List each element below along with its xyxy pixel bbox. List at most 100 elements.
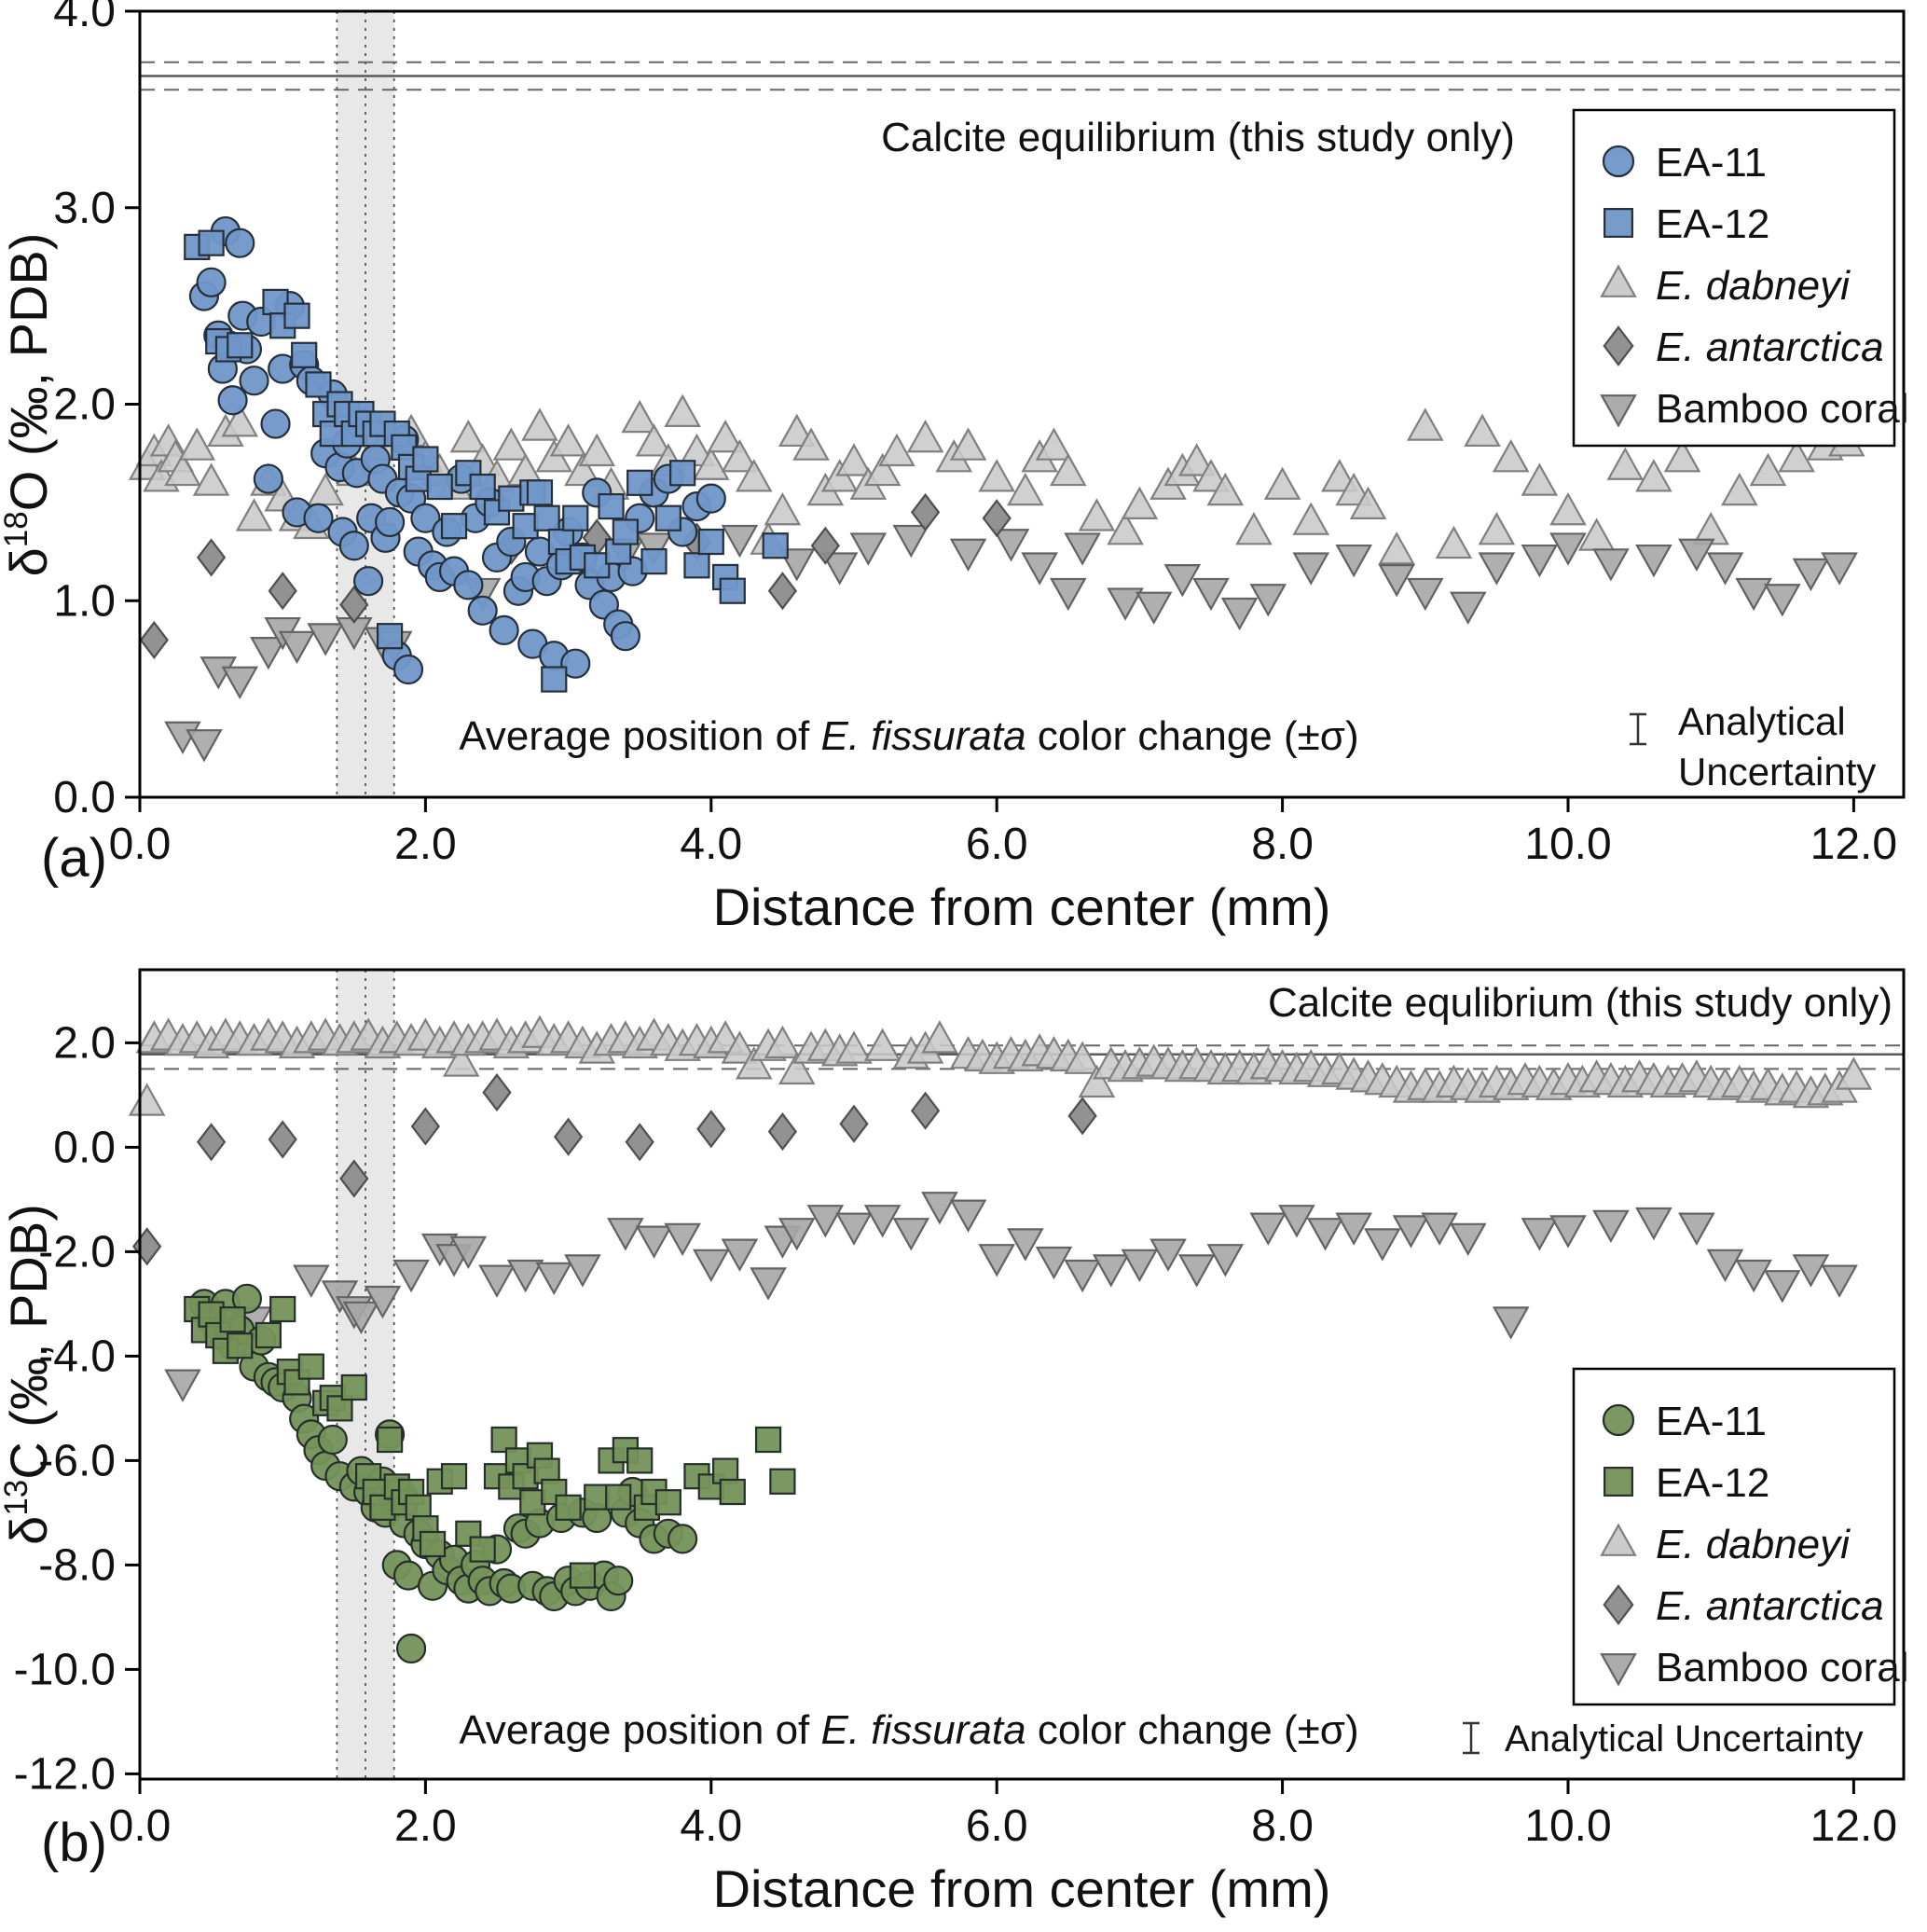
series-e-dabneyi xyxy=(128,1014,1873,1116)
e-dabneyi-point xyxy=(164,452,201,487)
bamboo-coral-point xyxy=(863,1205,902,1238)
e-dabneyi-point xyxy=(835,443,873,476)
bamboo-coral-point xyxy=(607,1218,644,1251)
ea-12-point xyxy=(526,479,554,506)
ea-11-point xyxy=(560,648,591,679)
e-dabneyi-point xyxy=(1492,439,1530,473)
e-dabneyi-point xyxy=(621,399,658,434)
x-tick-label: 0.0 xyxy=(109,820,172,869)
bamboo-coral-point xyxy=(1007,1228,1044,1262)
y-tick-label: 2.0 xyxy=(53,1018,116,1068)
bamboo-coral-point xyxy=(1792,1254,1830,1288)
e-dabneyi-point xyxy=(1606,447,1645,480)
legend-marker-square xyxy=(1604,1467,1633,1497)
e-dabneyi-point xyxy=(1035,427,1073,461)
e-dabneyi-point xyxy=(721,439,759,473)
ea-12-point xyxy=(640,547,668,575)
ea-11-point xyxy=(392,654,424,685)
bamboo-coral-point xyxy=(1021,552,1058,586)
x-tick-label: 12.0 xyxy=(1810,1801,1897,1851)
bamboo-coral-point xyxy=(635,1225,673,1259)
e-dabneyi-point xyxy=(1107,512,1144,545)
e-antarctica-point xyxy=(132,1227,162,1266)
e-dabneyi-point xyxy=(1406,407,1444,441)
legend-marker-triangle-down xyxy=(1600,394,1637,428)
ea-12-point xyxy=(754,1426,782,1454)
e-dabneyi-point xyxy=(1721,472,1758,506)
e-antarctica-point xyxy=(339,1159,369,1198)
ea-11-point xyxy=(338,531,369,561)
ea-12-point xyxy=(219,1306,246,1333)
e-dabneyi-point xyxy=(521,407,558,441)
e-dabneyi-point xyxy=(863,452,902,487)
ea-11-point xyxy=(260,408,291,439)
bamboo-coral-point xyxy=(778,1218,816,1251)
e-dabneyi-point xyxy=(1635,459,1672,492)
x-tick-label: 4.0 xyxy=(680,820,742,869)
color-change-label: Average position of E. fissurata color c… xyxy=(459,1707,1358,1753)
ea-12-point xyxy=(562,504,589,531)
legend-label: EA-12 xyxy=(1656,201,1769,247)
bamboo-coral-point xyxy=(1821,552,1858,586)
e-antarctica-point xyxy=(268,572,297,611)
series-e-antarctica xyxy=(132,1073,1097,1266)
y-axis-label: δ18O (‰, PDB) xyxy=(0,233,58,577)
bamboo-coral-point xyxy=(364,1285,402,1319)
legend-label: Bamboo coral xyxy=(1656,1645,1908,1690)
bamboo-coral-point xyxy=(1792,558,1830,592)
e-dabneyi-point xyxy=(906,419,944,453)
bamboo-coral-point xyxy=(1378,564,1415,598)
ea-11-point xyxy=(231,1283,262,1314)
x-tick-label: 10.0 xyxy=(1524,1801,1611,1851)
e-antarctica-point xyxy=(482,1073,512,1112)
ea-12-point xyxy=(419,1530,447,1558)
e-antarctica-point xyxy=(553,1117,584,1156)
bamboo-coral-point xyxy=(1592,1209,1630,1244)
e-antarctica-point xyxy=(196,1123,227,1162)
bamboo-coral-point xyxy=(1278,1205,1315,1238)
ea-12-point xyxy=(269,1295,296,1323)
e-dabneyi-point xyxy=(1549,491,1587,526)
e-antarctica-point xyxy=(767,572,798,611)
bamboo-coral-point xyxy=(806,1205,845,1238)
y-tick-label: 4.0 xyxy=(53,0,116,36)
ea-12-point xyxy=(291,341,318,368)
x-tick-label: 2.0 xyxy=(394,1801,457,1851)
e-dabneyi-point xyxy=(1177,443,1216,476)
bamboo-coral-point xyxy=(1249,584,1287,617)
x-tick-label: 10.0 xyxy=(1524,820,1611,869)
panel-b: 0.0 2.0 4.0 6.0 8.0 10.0 12.0 2.0 0.0 -2.0 -4.0 -6.… xyxy=(0,968,1908,1918)
ea-12-point xyxy=(719,1478,746,1506)
e-dabneyi-point xyxy=(707,419,744,453)
bamboo-coral-point xyxy=(307,623,344,656)
e-dabneyi-point xyxy=(1349,486,1387,519)
x-tick-label: 6.0 xyxy=(966,1801,1028,1851)
legend-marker-circle xyxy=(1602,1403,1635,1437)
e-antarctica-point xyxy=(767,1112,798,1152)
ea-12-point xyxy=(426,473,453,501)
e-dabneyi-point xyxy=(1007,472,1044,506)
panel-label: (a) xyxy=(41,828,107,889)
analytical-uncertainty-errorbar xyxy=(1630,712,1646,746)
e-dabneyi-point xyxy=(778,1051,816,1085)
analytical-uncertainty-label: Analytical Uncertainty xyxy=(1505,1718,1864,1760)
bamboo-coral-point xyxy=(342,1301,380,1335)
e-dabneyi-point xyxy=(1263,466,1301,500)
ea-12-point xyxy=(227,332,254,359)
ea-11-point xyxy=(253,463,283,494)
bamboo-coral-point xyxy=(1177,1254,1216,1288)
legend-label: Bamboo coral xyxy=(1656,386,1908,432)
bamboo-coral-point xyxy=(949,538,987,573)
y-tick-label: 0.0 xyxy=(53,773,116,822)
bamboo-coral-point xyxy=(1121,1249,1159,1283)
bamboo-coral-point xyxy=(1763,584,1801,617)
bamboo-coral-point xyxy=(535,1262,573,1296)
e-dabneyi-point xyxy=(1078,1064,1116,1098)
bamboo-coral-point xyxy=(564,1254,601,1288)
e-dabneyi-point xyxy=(1049,452,1087,487)
calcite-equilibrium-label: Calcite equilibrium (this study only) xyxy=(881,115,1515,160)
ea-12-point xyxy=(769,1468,796,1495)
e-antarctica-point xyxy=(696,1110,726,1149)
e-dabneyi-point xyxy=(1078,498,1116,531)
ea-12-point xyxy=(440,1463,468,1490)
